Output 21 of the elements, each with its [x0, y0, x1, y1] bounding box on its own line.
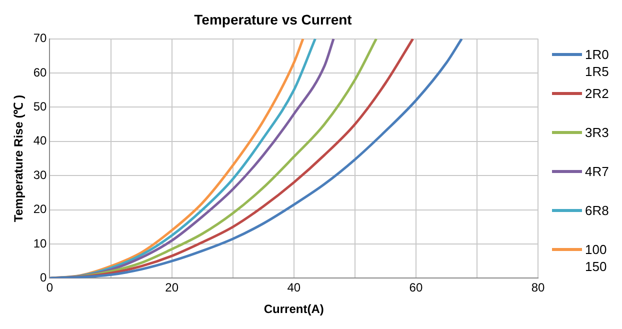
x-tick-label: 60: [409, 280, 423, 295]
legend-label: 2R2: [585, 85, 610, 102]
y-tick-label: 50: [33, 100, 48, 114]
y-axis-title: Temperature Rise (℃ ): [12, 94, 26, 222]
legend-label: 3R3: [585, 124, 610, 141]
legend-label: 1R0 1R5: [585, 46, 610, 80]
y-tick-label: 30: [33, 168, 48, 182]
y-tick-label: 40: [33, 134, 48, 148]
legend-label: 6R8: [585, 202, 610, 219]
chart-title: Temperature vs Current: [194, 11, 352, 28]
x-tick-label: 80: [531, 280, 545, 295]
legend-label: 4R7: [585, 163, 610, 180]
y-tick-label: 20: [33, 202, 48, 216]
y-tick-label: 0: [40, 270, 48, 285]
y-tick-label: 70: [33, 31, 48, 46]
y-tick-label: 60: [33, 65, 48, 80]
legend-label: 100 150: [585, 241, 608, 275]
x-tick-label: 40: [287, 280, 301, 295]
x-tick-label: 20: [165, 280, 179, 295]
x-axis-title: Current(A): [264, 302, 324, 316]
y-tick-label: 10: [33, 236, 48, 250]
